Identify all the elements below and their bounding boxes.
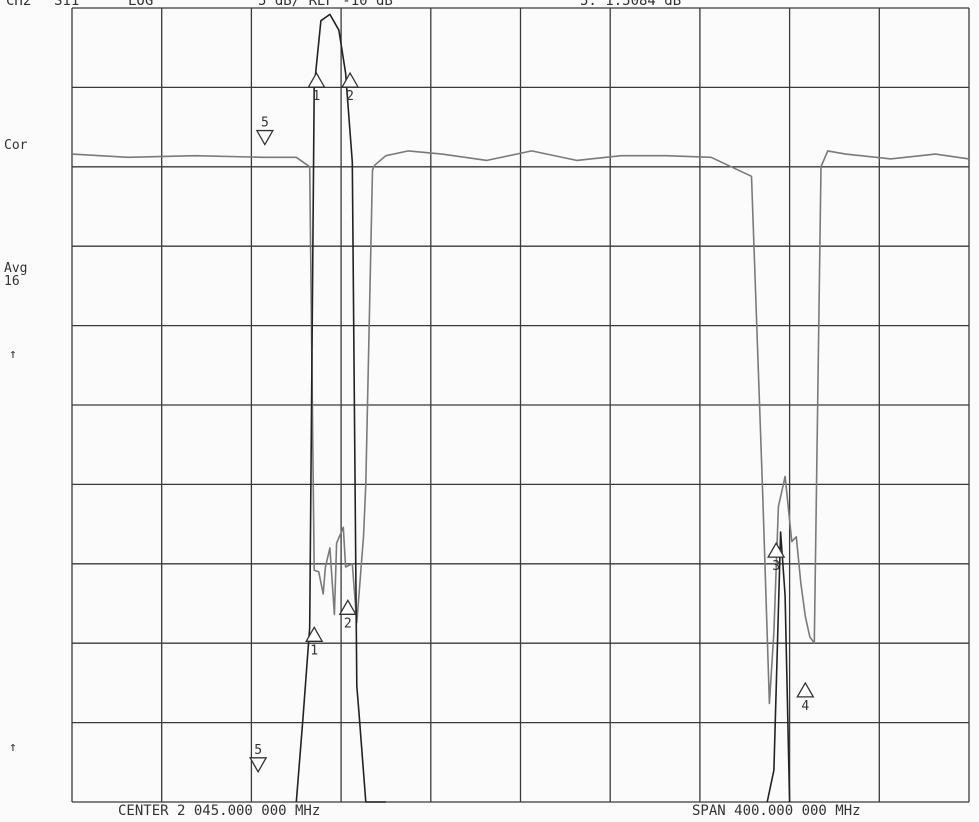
marker-label: 3 <box>772 559 780 574</box>
traces <box>71 13 970 803</box>
markers: 1 2 5 1 2 3 4 5 <box>249 71 815 774</box>
marker-triangle <box>305 626 324 642</box>
marker-label: 2 <box>344 616 352 631</box>
marker-triangle <box>338 599 357 615</box>
graticule <box>71 7 970 803</box>
marker-label: 2 <box>346 89 354 104</box>
marker-label: 4 <box>801 699 809 714</box>
format-label: LOG <box>128 0 154 9</box>
marker-label: 5 <box>254 743 262 758</box>
marker-triangle <box>767 541 786 558</box>
correction-indicator: Cor <box>4 138 28 153</box>
marker-triangle <box>340 71 360 88</box>
channel-label: CH2 <box>6 0 32 9</box>
marker-triangle <box>255 129 274 146</box>
marker-triangle <box>796 681 815 698</box>
marker-label: 5 <box>261 116 269 131</box>
arrow-up-icon: ↑ <box>9 740 17 755</box>
center-frequency-label: CENTER 2 045.000 000 MHz <box>118 803 321 819</box>
marker-triangle <box>307 71 326 88</box>
arrow-up-icon: ↑ <box>9 347 17 362</box>
marker-readout: 5: 1.5084 dB <box>580 0 682 9</box>
series-line-trace_upper <box>71 150 970 705</box>
scale-label: 5 dB/ REF -10 dB <box>258 0 393 9</box>
marker-triangle <box>249 757 268 774</box>
average-factor: 16 <box>4 274 20 289</box>
average-indicator: Avg <box>4 261 28 276</box>
marker-label: 1 <box>310 643 318 658</box>
series-line-trace_lower <box>295 13 386 803</box>
parameter-label: S11 <box>54 0 80 9</box>
marker-label: 1 <box>313 89 321 104</box>
series-line-trace_stopband_right <box>766 531 791 803</box>
span-label: SPAN 400.000 000 MHz <box>692 803 861 819</box>
